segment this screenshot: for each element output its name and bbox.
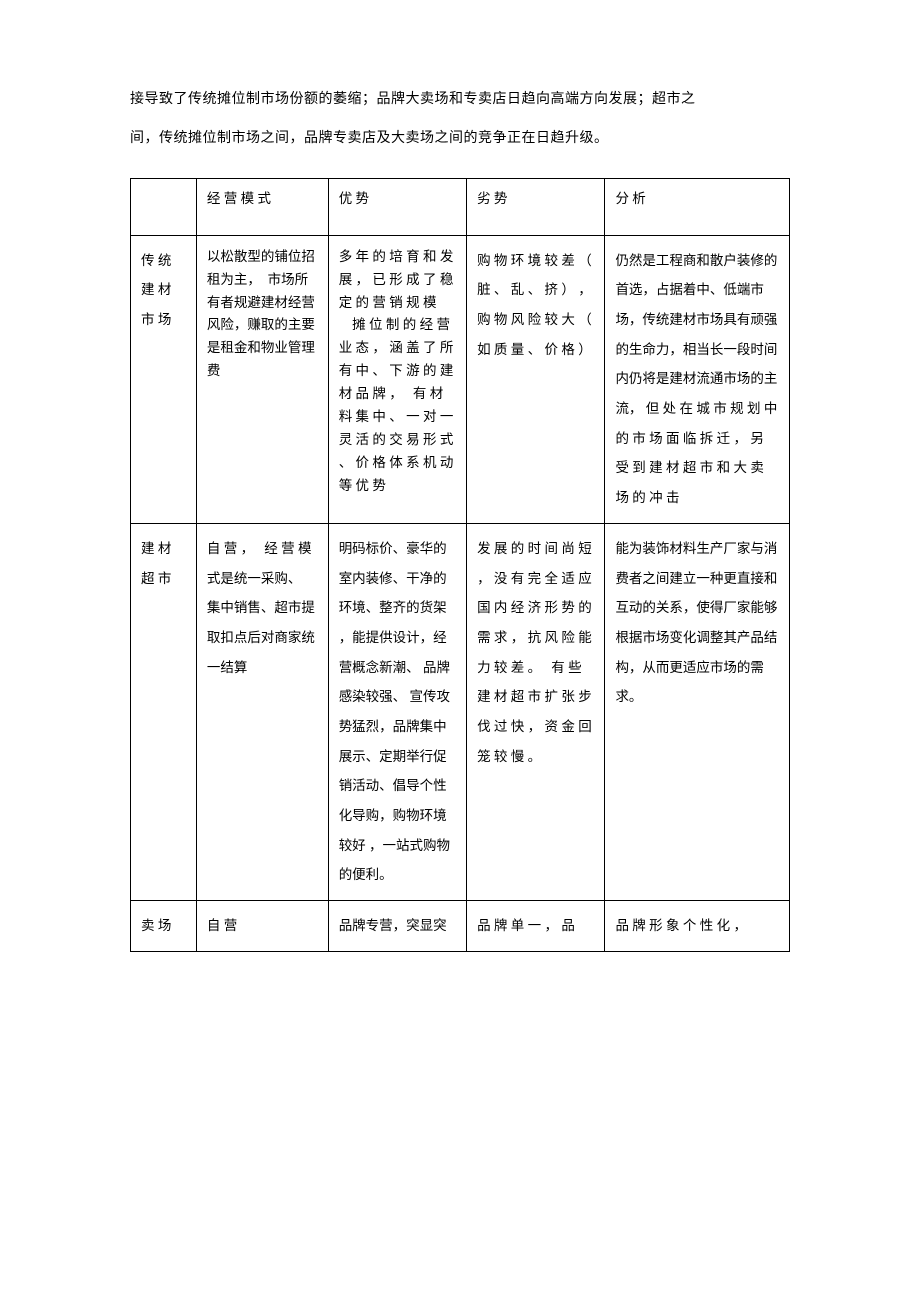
header-col2: 经 营 模 式 <box>196 179 328 235</box>
row2-advantage: 明码标价、豪华的室内装修、干净的环境、整齐的货架 ，能提供设计，经营概念新潮、 … <box>328 523 466 900</box>
row3-name: 卖 场 <box>131 901 197 952</box>
table-header-row: 经 营 模 式 优 势 劣 势 分 析 <box>131 179 790 235</box>
row2-name: 建 材 超 市 <box>131 523 197 900</box>
row3-analysis: 品 牌 形 象 个 性 化 ， <box>605 901 790 952</box>
intro-paragraph: 接导致了传统摊位制市场份额的萎缩；品牌大卖场和专卖店日趋向高端方向发展；超市之 … <box>130 80 790 158</box>
row2-analysis: 能为装饰材料生产厂家与消费者之间建立一种更直接和互动的关系，使得厂家能够根据市场… <box>605 523 790 900</box>
table-row: 卖 场 自 营 品牌专营，突显突 品 牌 单 一 ， 品 品 牌 形 象 个 性… <box>131 901 790 952</box>
comparison-table: 经 营 模 式 优 势 劣 势 分 析 传 统 建 材 市 场 以松散型的铺位招… <box>130 178 790 951</box>
row1-disadvantage: 购 物 环 境 较 差 （ 脏 、 乱 、 挤 ） ， 购 物 风 险 较 大 … <box>467 235 605 523</box>
row2-model: 自 营 ， 经 营 模式是统一采购、 集中销售、超市提取扣点后对商家统一结算 <box>196 523 328 900</box>
header-col3: 优 势 <box>328 179 466 235</box>
row2-disadvantage: 发 展 的 时 间 尚 短 ， 没 有 完 全 适 应 国 内 经 济 形 势 … <box>467 523 605 900</box>
header-col5: 分 析 <box>605 179 790 235</box>
header-col1 <box>131 179 197 235</box>
row1-advantage: 多 年 的 培 育 和 发 展 ， 已 形 成 了 稳 定 的 营 销 规 模 … <box>328 235 466 523</box>
row1-analysis: 仍然是工程商和散户装修的首选，占据着中、低端市场，传统建材市场具有顽强的生命力，… <box>605 235 790 523</box>
intro-line2: 间，传统摊位制市场之间，品牌专卖店及大卖场之间的竞争正在日趋升级。 <box>130 131 609 146</box>
row1-name: 传 统 建 材 市 场 <box>131 235 197 523</box>
row3-model: 自 营 <box>196 901 328 952</box>
table-row: 建 材 超 市 自 营 ， 经 营 模式是统一采购、 集中销售、超市提取扣点后对… <box>131 523 790 900</box>
row1-model: 以松散型的铺位招租为主， 市场所有者规避建材经营风险，赚取的主要是租金和物业管理… <box>196 235 328 523</box>
row3-disadvantage: 品 牌 单 一 ， 品 <box>467 901 605 952</box>
intro-line1: 接导致了传统摊位制市场份额的萎缩；品牌大卖场和专卖店日趋向高端方向发展；超市之 <box>130 92 696 107</box>
table-row: 传 统 建 材 市 场 以松散型的铺位招租为主， 市场所有者规避建材经营风险，赚… <box>131 235 790 523</box>
header-col4: 劣 势 <box>467 179 605 235</box>
row3-advantage: 品牌专营，突显突 <box>328 901 466 952</box>
